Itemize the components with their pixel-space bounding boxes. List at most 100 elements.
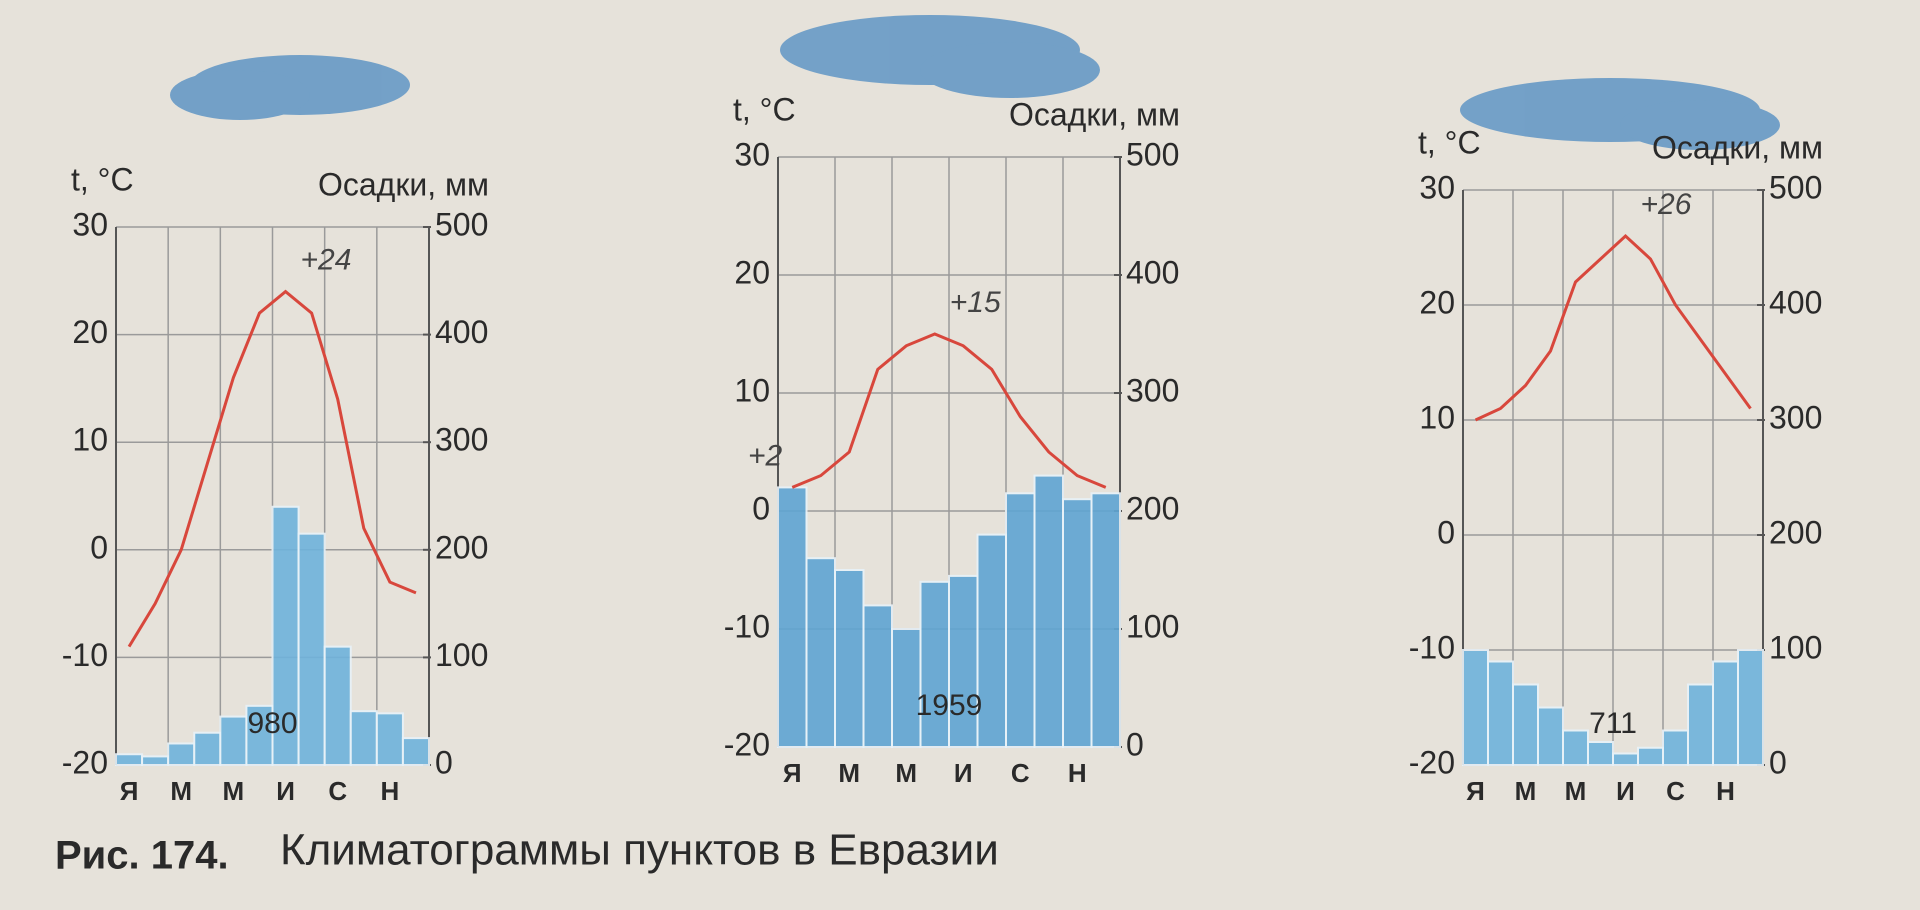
annotation: +24 (301, 243, 352, 276)
y2-tick-label: 500 (1769, 169, 1822, 205)
bar (167, 742, 196, 766)
x-tick-label: Н (1068, 758, 1087, 788)
bar (805, 557, 836, 749)
x-tick-label: Н (1716, 776, 1735, 806)
bar (1712, 660, 1739, 766)
bar (1487, 660, 1514, 766)
temperature-line (127, 289, 417, 648)
y-tick-label: -20 (62, 744, 108, 780)
y2-tick-label: 200 (1126, 490, 1179, 526)
bar (1612, 752, 1639, 766)
y-tick-label: 20 (72, 314, 108, 350)
bar (401, 737, 430, 766)
caption-label: Рис. 174. (55, 834, 229, 878)
bar (375, 712, 404, 766)
bar (349, 710, 378, 767)
y2-tick-label: 500 (435, 206, 488, 242)
bar (115, 753, 144, 766)
y-tick-label: 10 (1419, 399, 1455, 435)
y2-tick-label: 0 (435, 744, 453, 780)
x-tick-label: М (1565, 776, 1587, 806)
y-tick-label: 0 (90, 529, 108, 565)
y-axis-label: t, °C (733, 91, 796, 127)
y-tick-label: 10 (734, 372, 770, 408)
bar (1637, 746, 1664, 766)
bar (245, 704, 274, 767)
x-tick-label: С (1666, 776, 1685, 806)
x-tick-label: И (1616, 776, 1635, 806)
y-tick-label: 0 (752, 490, 770, 526)
bar (919, 580, 950, 748)
y-tick-label: 30 (734, 136, 770, 172)
bar (1687, 683, 1714, 766)
y-tick-label: -20 (724, 726, 770, 762)
bar (1090, 492, 1121, 748)
y-tick-label: 20 (1419, 284, 1455, 320)
x-tick-label: М (838, 758, 860, 788)
temperature-line (791, 332, 1107, 489)
y-axis-label: t, °C (1418, 124, 1481, 160)
y-tick-label: -10 (1409, 629, 1455, 665)
y-tick-label: -10 (62, 637, 108, 673)
y-tick-label: 30 (72, 206, 108, 242)
x-tick-label: Н (380, 776, 399, 806)
bar (1662, 729, 1689, 766)
y2-tick-label: 0 (1126, 726, 1144, 762)
x-tick-label: С (328, 776, 347, 806)
bar (1033, 474, 1064, 748)
y2-tick-label: 0 (1769, 744, 1787, 780)
y2-axis-label: Осадки, мм (1652, 129, 1823, 165)
x-tick-label: М (895, 758, 917, 788)
bar (141, 755, 170, 767)
caption-text: Климатограммы пунктов в Евразии (280, 826, 999, 875)
temperature-line (1474, 233, 1752, 422)
x-tick-label: И (954, 758, 973, 788)
y2-tick-label: 400 (1126, 254, 1179, 290)
x-tick-label: Я (1466, 776, 1485, 806)
y2-axis-label: Осадки, мм (318, 166, 489, 202)
bar (834, 569, 865, 748)
annotation: +2 (748, 439, 783, 472)
x-tick-label: М (1515, 776, 1537, 806)
bar (297, 532, 326, 766)
annotation: +15 (950, 286, 1001, 319)
y2-tick-label: 400 (435, 314, 488, 350)
bar (1062, 498, 1093, 749)
bar (323, 645, 352, 767)
bar (1462, 649, 1489, 766)
y2-tick-label: 300 (1126, 372, 1179, 408)
y-tick-label: 10 (72, 422, 108, 458)
precipitation-total: 980 (247, 707, 297, 740)
bar (1587, 741, 1614, 766)
x-tick-label: С (1011, 758, 1030, 788)
x-tick-label: Я (120, 776, 139, 806)
precipitation-total: 1959 (916, 689, 983, 722)
y2-tick-label: 100 (435, 637, 488, 673)
bar (219, 715, 248, 767)
bar (1562, 729, 1589, 766)
bar (1737, 649, 1764, 766)
y2-axis-label: Осадки, мм (1009, 96, 1180, 132)
precipitation-total: 711 (1589, 707, 1637, 740)
y2-tick-label: 500 (1126, 136, 1179, 172)
bar (1512, 683, 1539, 766)
bar (271, 505, 300, 766)
annotation: +26 (1641, 188, 1692, 221)
x-tick-label: Я (783, 758, 802, 788)
y-tick-label: 0 (1437, 514, 1455, 550)
y-tick-label: -20 (1409, 744, 1455, 780)
x-tick-label: И (276, 776, 295, 806)
y2-tick-label: 100 (1769, 629, 1822, 665)
y2-tick-label: 300 (1769, 399, 1822, 435)
y2-tick-label: 300 (435, 422, 488, 458)
bar (777, 486, 808, 748)
y2-tick-label: 200 (1769, 514, 1822, 550)
bar (1537, 706, 1564, 766)
y-tick-label: -10 (724, 608, 770, 644)
x-tick-label: М (170, 776, 192, 806)
y2-tick-label: 400 (1769, 284, 1822, 320)
y-axis-label: t, °C (71, 161, 134, 197)
bar (1005, 492, 1036, 748)
y2-tick-label: 200 (435, 529, 488, 565)
